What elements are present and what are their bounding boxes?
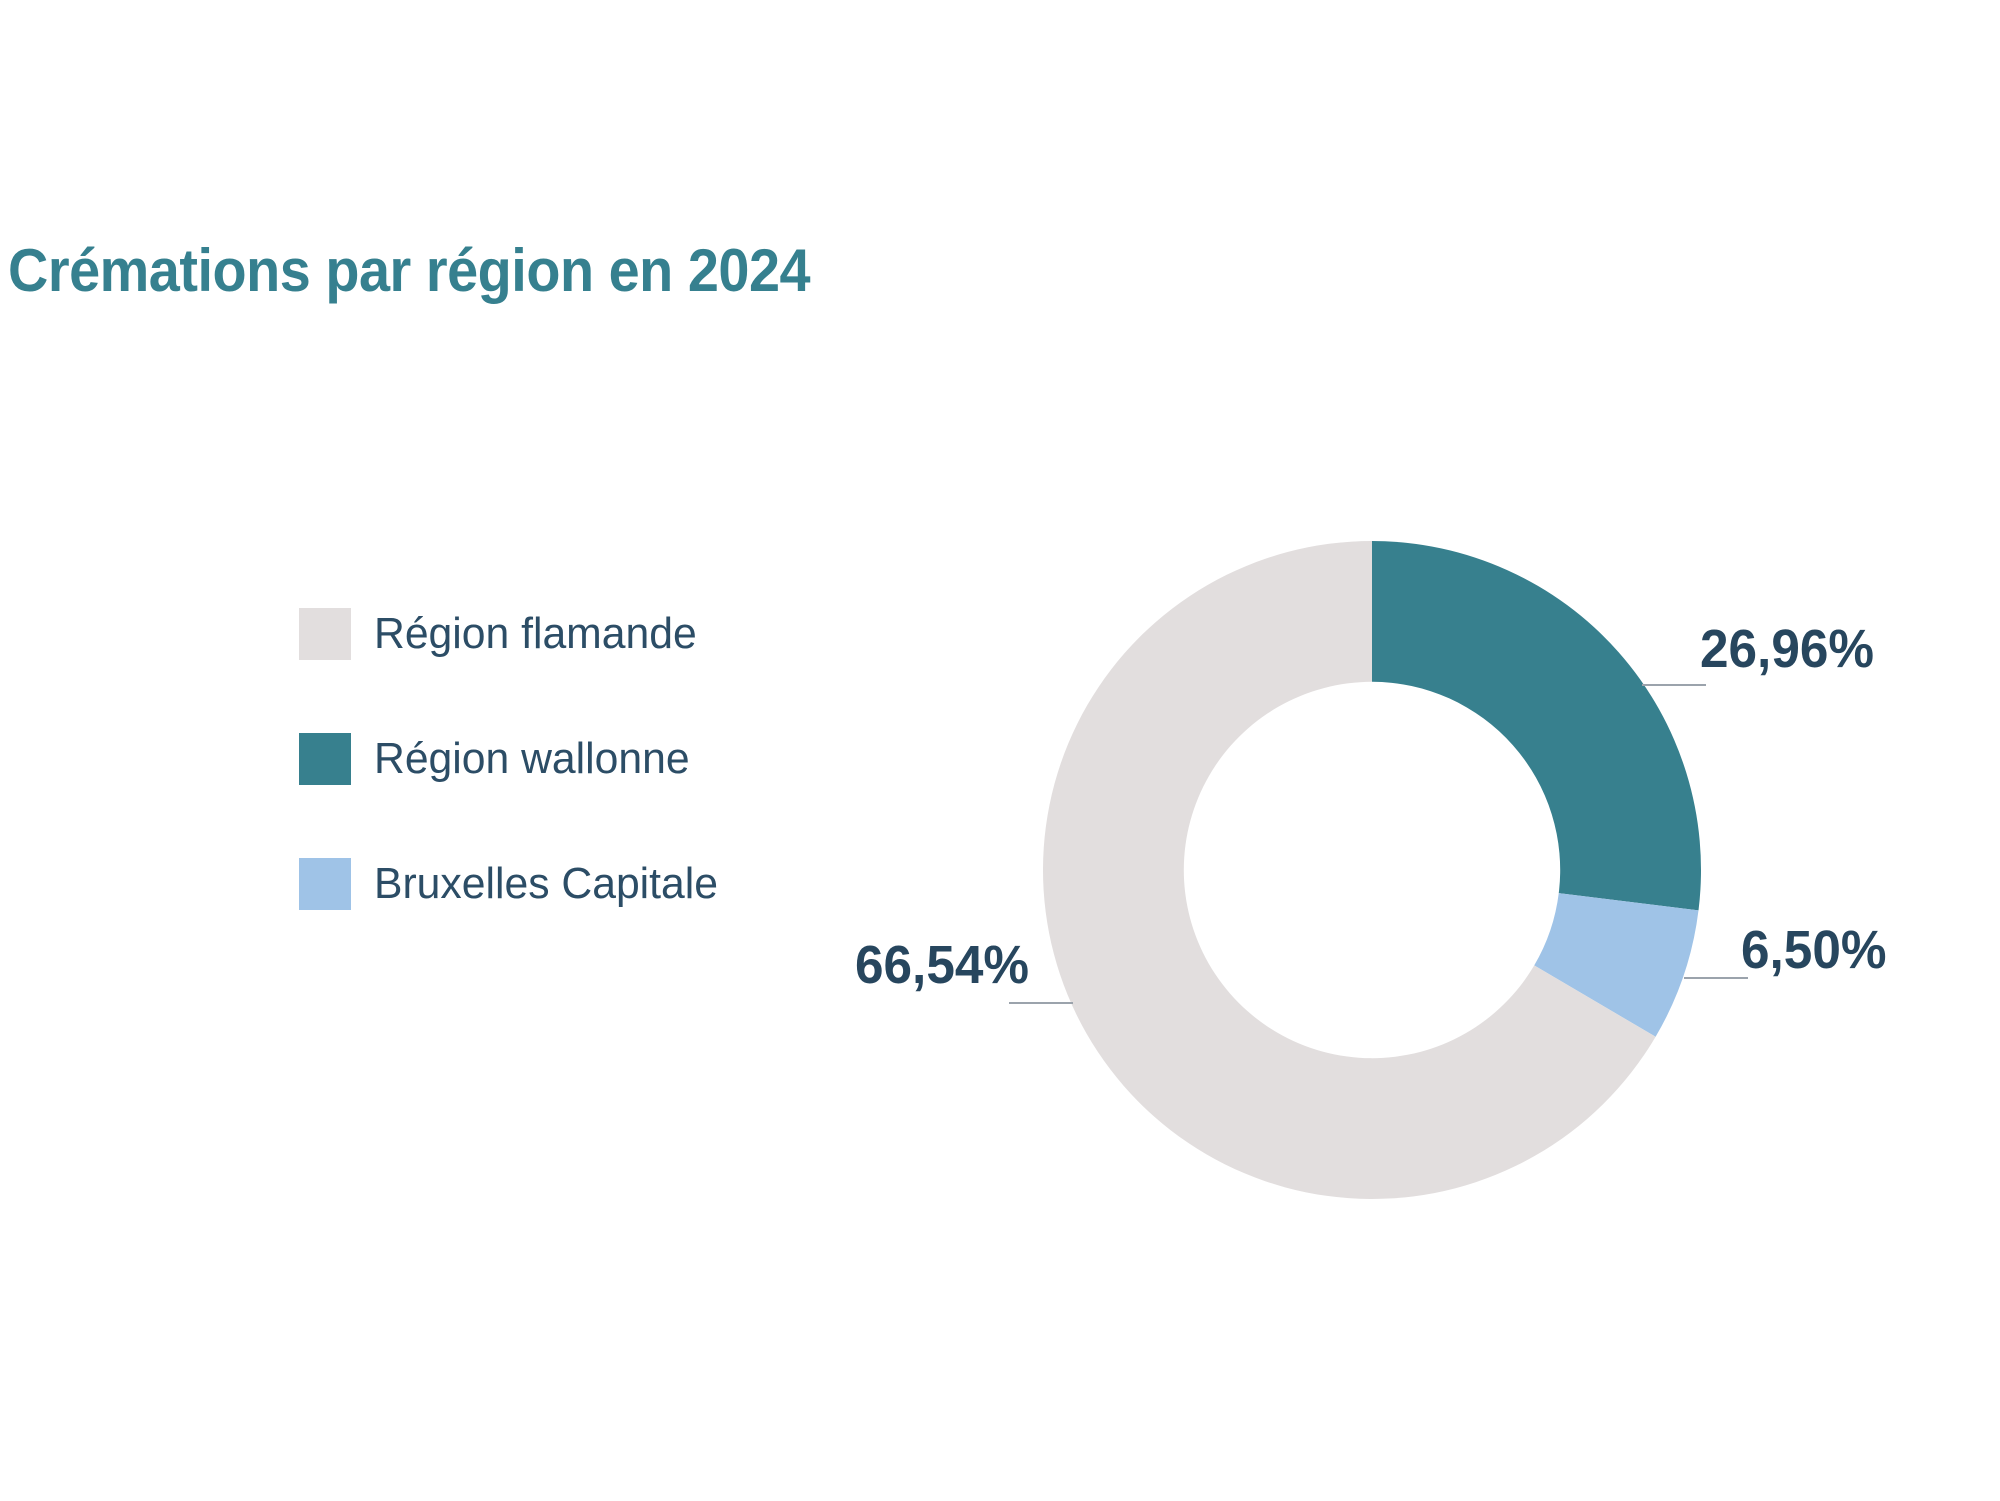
legend-swatch-region-flamande (299, 608, 351, 660)
legend-swatch-region-wallonne (299, 733, 351, 785)
leader-line-region-wallonne (1642, 684, 1706, 686)
legend-item-bruxelles-capitale: Bruxelles Capitale (299, 858, 729, 910)
leader-line-region-flamande (1009, 1002, 1073, 1004)
slice-value-region-wallonne: 26,96% (1700, 619, 1874, 679)
donut-slice-region-flamande (1042, 541, 1656, 1199)
chart-title: Crémations par région en 2024 (8, 237, 811, 304)
legend-item-region-flamande: Région flamande (299, 608, 729, 660)
slice-value-region-flamande: 66,54% (855, 935, 1029, 995)
legend-label-region-flamande: Région flamande (374, 609, 697, 658)
donut-chart (1042, 541, 1702, 1199)
legend: Région flamande Région wallonne Bruxelle… (299, 608, 729, 983)
leader-line-bruxelles-capitale (1684, 977, 1748, 979)
donut-slice-region-wallonne (1372, 541, 1702, 911)
legend-item-region-wallonne: Région wallonne (299, 733, 729, 785)
legend-label-bruxelles-capitale: Bruxelles Capitale (374, 859, 718, 908)
legend-swatch-bruxelles-capitale (299, 858, 351, 910)
donut-slice-bruxelles-capitale (1534, 893, 1699, 1037)
slice-value-bruxelles-capitale: 6,50% (1741, 920, 1887, 980)
legend-label-region-wallonne: Région wallonne (374, 734, 690, 783)
